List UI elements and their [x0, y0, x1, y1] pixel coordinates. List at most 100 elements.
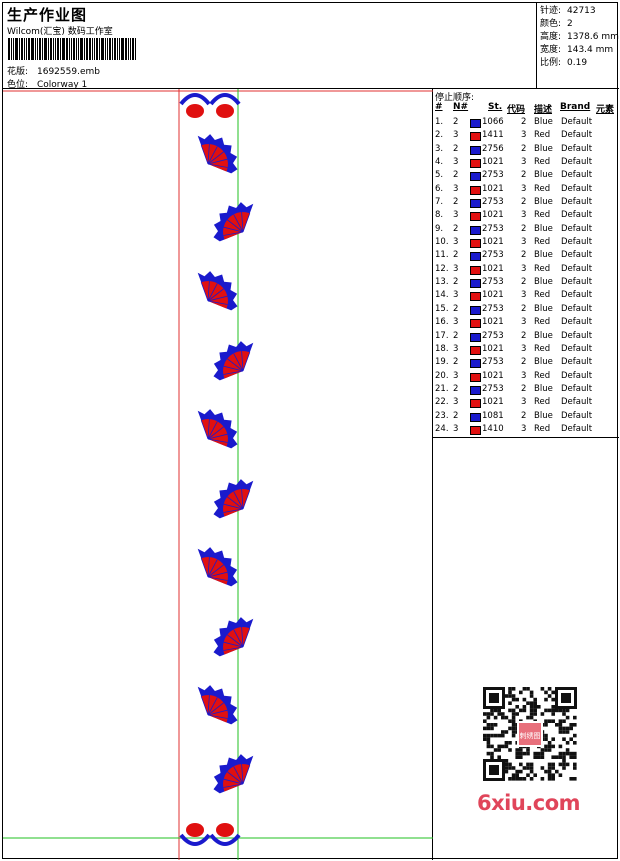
- sequence-row: 7. 2 2753 2 Blue Default: [433, 197, 619, 210]
- fan-rib: [207, 559, 218, 578]
- row-needle: 3: [453, 130, 459, 141]
- row-brand: Default: [561, 383, 593, 394]
- qr-finder-center: [561, 693, 571, 703]
- qr-module: [493, 733, 498, 738]
- row-needle: 2: [453, 383, 459, 394]
- qr-module: [490, 751, 494, 756]
- row-brand: Default: [561, 157, 593, 168]
- design-preview: [3, 89, 433, 860]
- row-description: Blue: [534, 117, 553, 127]
- row-description: Red: [534, 263, 551, 274]
- qr-module: [565, 708, 570, 713]
- qr-module: [558, 723, 563, 727]
- stat-width: 宽度: 143.4 mm: [540, 45, 614, 55]
- fan-rib: [223, 503, 244, 510]
- fan-rib: [223, 646, 244, 651]
- fan-rib: [226, 358, 244, 372]
- qr-module: [511, 723, 516, 727]
- row-stitches: 1021: [482, 370, 504, 381]
- row-index: 10.: [435, 237, 449, 248]
- fan-rib: [207, 158, 228, 165]
- qr-module: [526, 766, 530, 770]
- row-brand: Default: [561, 223, 593, 234]
- scroll-red-leaf: [186, 104, 204, 118]
- row-code: 2: [521, 197, 527, 208]
- sequence-row: 12. 3 1021 3 Red Default: [433, 264, 619, 277]
- row-stitches: 2753: [482, 357, 504, 368]
- stats-panel: 针迹: 42713 颜色: 2 高度: 1378.6 mm 宽度: 143.4 mm 比…: [536, 3, 619, 89]
- row-description: Blue: [534, 383, 553, 394]
- qr-module: [504, 730, 509, 734]
- qr-module: [504, 759, 509, 763]
- fan-rib: [223, 778, 244, 785]
- fan-rib: [207, 438, 228, 443]
- row-brand: Default: [561, 263, 593, 274]
- row-index: 15.: [435, 303, 449, 314]
- site-logo: 6xiu.com: [477, 791, 581, 815]
- qr-module: [486, 733, 491, 738]
- qr-module: [515, 705, 519, 709]
- row-code: 2: [521, 170, 527, 181]
- row-code: 2: [521, 303, 527, 314]
- row-description: Blue: [534, 143, 553, 154]
- qr-module: [544, 733, 548, 738]
- row-description: Blue: [534, 170, 553, 181]
- row-code: 3: [521, 290, 527, 301]
- fan-motif-8: [197, 685, 238, 725]
- qr-module: [565, 762, 570, 767]
- row-needle: 2: [453, 250, 459, 261]
- sequence-row: 24. 3 1410 3 Red Default: [433, 424, 619, 437]
- qr-module: [511, 719, 516, 723]
- qr-module: [551, 708, 555, 713]
- qr-module: [540, 748, 545, 752]
- scroll-border-bottom: [179, 823, 241, 846]
- qr-module: [533, 755, 537, 759]
- row-index: 23.: [435, 410, 449, 421]
- color-swatch: [470, 239, 481, 249]
- row-stitches: 1021: [482, 290, 504, 301]
- qr-module: [522, 751, 527, 756]
- qr-module: [508, 690, 512, 695]
- row-brand: Default: [561, 143, 593, 154]
- qr-module: [569, 723, 573, 727]
- qr-module: [519, 777, 523, 781]
- row-code: 3: [521, 263, 527, 274]
- fan-red-fill: [223, 489, 250, 517]
- qr-module: [511, 708, 516, 713]
- qr-module: [529, 769, 534, 774]
- color-swatch: [470, 119, 481, 128]
- sequence-row: 16. 3 1021 3 Red Default: [433, 317, 619, 330]
- fan-rib: [207, 421, 218, 440]
- qr-module: [533, 705, 537, 709]
- qr-module: [562, 759, 566, 763]
- fan-rib: [233, 491, 244, 510]
- qr-module: [508, 694, 512, 698]
- qr-module: [522, 766, 527, 770]
- color-swatch: [470, 159, 481, 169]
- qr-module: [497, 733, 501, 738]
- row-description: Blue: [534, 357, 553, 368]
- row-index: 16.: [435, 317, 449, 328]
- row-code: 3: [521, 237, 527, 248]
- fan-rib: [233, 353, 244, 372]
- row-brand: Default: [561, 277, 593, 288]
- row-index: 11.: [435, 250, 449, 261]
- row-description: Red: [534, 290, 551, 301]
- qr-module: [508, 701, 512, 705]
- row-code: 2: [521, 330, 527, 341]
- sequence-row: 3. 2 2756 2 Blue Default: [433, 144, 619, 157]
- row-brand: Default: [561, 197, 593, 208]
- col-code: 代码: [507, 105, 526, 115]
- sequence-row: 18. 3 1021 3 Red Default: [433, 344, 619, 357]
- color-swatch: [470, 332, 481, 342]
- scroll-curve: [209, 833, 241, 846]
- row-needle: 2: [453, 410, 459, 421]
- row-description: Red: [534, 423, 551, 434]
- row-description: Blue: [534, 410, 553, 421]
- qr-module: [483, 726, 487, 731]
- color-swatch: [470, 425, 481, 435]
- fan-motif-4: [197, 409, 238, 449]
- row-needle: 2: [453, 303, 459, 314]
- fan-rib: [242, 628, 251, 648]
- qr-module: [551, 705, 555, 709]
